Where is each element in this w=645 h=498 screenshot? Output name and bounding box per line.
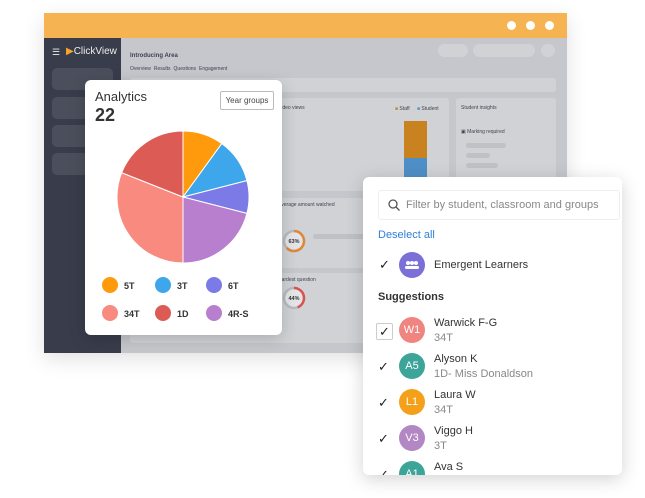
person-class: 34T: [434, 332, 453, 344]
legend-swatch: [206, 305, 222, 321]
pie-chart: 5T 3T 6T 4R-S 34T 1D: [102, 130, 250, 321]
header-button: [438, 44, 468, 57]
count: 22: [95, 105, 116, 125]
year-groups-button[interactable]: Year groups: [220, 91, 274, 110]
person-name: Viggo H: [434, 425, 473, 437]
avatar: L1: [399, 389, 425, 415]
person-name: Warwick F-G: [434, 317, 498, 329]
person-name: Ava S: [434, 461, 464, 473]
group-name: Emergent Learners: [434, 259, 529, 271]
header-button: [541, 44, 555, 57]
checkbox[interactable]: ✓: [378, 467, 389, 475]
placeholder-line: [313, 234, 373, 239]
header-button: [473, 44, 535, 57]
legend-label: 1D: [177, 309, 189, 319]
legend-text: Student: [421, 106, 439, 112]
legend-text: Staff: [399, 106, 410, 112]
search-box[interactable]: Filter by student, classroom and groups: [378, 190, 620, 220]
legend-swatch: [206, 277, 222, 293]
suggestions-title: Suggestions: [378, 291, 445, 303]
legend-label: 34T: [124, 309, 140, 319]
check-icon[interactable]: ✓: [379, 257, 390, 272]
legend-label: 4R-S: [228, 309, 249, 319]
tabs: Overview Results Questions Engagement: [130, 66, 227, 72]
placeholder-line: [466, 153, 490, 158]
window-dot: [545, 21, 554, 30]
logo-text: ClickView: [73, 46, 117, 57]
checkbox[interactable]: ✓: [376, 323, 393, 340]
ring-label: 63%: [288, 239, 299, 245]
search-placeholder: Filter by student, classroom and groups: [406, 199, 599, 211]
avatar: A5: [399, 353, 425, 379]
legend-label: 6T: [228, 281, 239, 291]
checkbox[interactable]: ✓: [378, 359, 389, 374]
insight-item: ▣ Marking required: [461, 129, 505, 135]
person-name: Alyson K: [434, 353, 478, 365]
avatar: A1: [399, 461, 425, 475]
group-avatar: [399, 252, 425, 278]
group-icon: [405, 261, 419, 269]
deselect-all[interactable]: Deselect all: [378, 229, 435, 241]
ring-arc: [285, 229, 306, 253]
person-class: 1D- Miss Donaldson: [434, 368, 534, 380]
ring-label: 44%: [288, 296, 299, 302]
panel-title: Average amount watched: [278, 202, 335, 208]
insight-text: Marking required: [467, 129, 505, 135]
filter-panel: Filter by student, classroom and groups …: [363, 177, 622, 475]
window-dot: [526, 21, 535, 30]
search-icon: [388, 199, 400, 211]
tab: Results: [153, 66, 171, 72]
tab: Engagement: [199, 66, 228, 72]
legend-label: 3T: [177, 281, 188, 291]
legend-swatch: [155, 277, 171, 293]
legend-swatch: [102, 277, 118, 293]
pie-slice: [120, 130, 184, 198]
panel-title: Student insights: [461, 105, 497, 111]
pie-slice: [116, 172, 184, 264]
avatar: V3: [399, 425, 425, 451]
tab: Questions: [173, 66, 197, 72]
ring-arc: [293, 286, 306, 309]
video-bar: [404, 121, 427, 158]
legend-label: 5T: [124, 281, 135, 291]
legend-swatch: [155, 305, 171, 321]
logo: ▶ClickView: [66, 46, 117, 57]
checkbox[interactable]: ✓: [378, 395, 389, 410]
panel-title: Hardest question: [278, 277, 316, 283]
card-title: Analytics: [95, 89, 148, 104]
checkbox[interactable]: ✓: [378, 431, 389, 446]
person-name: Laura W: [434, 389, 476, 401]
tab: Overview: [130, 66, 151, 72]
menu-icon: ☰: [52, 47, 61, 57]
placeholder-line: [466, 163, 498, 168]
window-dot: [507, 21, 516, 30]
person-class: 3T: [434, 440, 447, 452]
title-bar: [44, 13, 567, 38]
person-class: 34T: [434, 404, 453, 416]
legend-entry: ■ Staff: [395, 106, 410, 112]
legend-swatch: [102, 305, 118, 321]
legend-entry: ■ Student: [417, 106, 439, 112]
panel-title: Video views: [278, 105, 305, 111]
pie-slice: [182, 196, 248, 264]
rings: 63% 44%: [282, 229, 306, 310]
analytics-card: Analytics 22 Year groups 5T 3T 6T 4R-S 34T 1D: [85, 80, 282, 335]
avatar: W1: [399, 317, 425, 343]
placeholder-line: [466, 143, 506, 148]
page-title: Introducing Area: [130, 53, 178, 59]
video-bar: [404, 158, 427, 178]
